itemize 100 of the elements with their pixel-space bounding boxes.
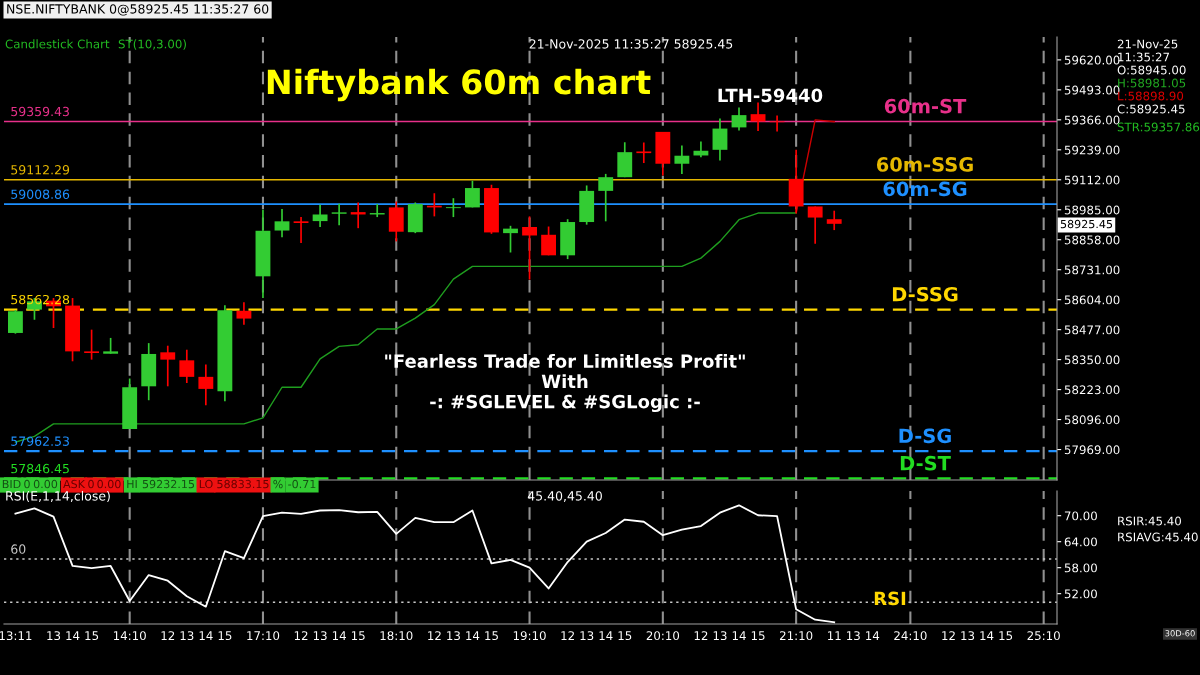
- y-tick-label: 64.00: [1064, 537, 1097, 547]
- x-tick-label: 14:10: [113, 631, 146, 641]
- text: Niftybank 60m chart: [267, 68, 651, 102]
- x-tick-label: 14: [599, 631, 613, 640]
- annotation: 57962.53: [11, 436, 69, 446]
- text: H:58981.05: [1118, 78, 1186, 88]
- annotation: -0.71: [288, 479, 316, 489]
- x-tick-label: 12: [694, 631, 708, 640]
- x-tick-label: 13: [847, 631, 860, 641]
- text: RSIAVG:45.40: [1118, 532, 1198, 542]
- y-tick-label: 58858.00: [1064, 235, 1120, 245]
- annotation: HI: [127, 479, 137, 489]
- annotation: ST(10,3.00): [118, 39, 186, 50]
- x-tick-label: 12: [161, 631, 175, 640]
- text: O:58945.00: [1117, 65, 1186, 75]
- annotation: 58562.28: [11, 294, 70, 305]
- x-tick-label: 13: [313, 631, 327, 641]
- x-tick-label: 13: [713, 631, 727, 641]
- x-tick-label: 15: [351, 631, 365, 641]
- x-tick-label: 21:10: [779, 631, 813, 641]
- annotation: 45.40,45.40: [527, 491, 602, 502]
- annotation: 21-Nov-2025 11:35:27 58925.45: [529, 39, 733, 49]
- annotation: 57846.45: [11, 463, 69, 474]
- annotation: ASK: [63, 479, 86, 489]
- text: NSE.NIFTYBANK 0@58925.45 11:35:27 60: [7, 4, 269, 16]
- ref-line-label: 60m-SSG: [876, 157, 973, 172]
- x-tick-label: 13: [580, 631, 594, 641]
- annotation: 58833.15: [217, 479, 269, 489]
- annotation: 59359.43: [11, 106, 69, 117]
- annotation: 0.00: [33, 479, 58, 489]
- x-tick-label: 14: [332, 631, 346, 640]
- x-tick-label: 13: [180, 631, 194, 641]
- y-tick-label: 70.00: [1064, 511, 1097, 521]
- x-tick-label: 13: [447, 631, 460, 641]
- y-tick-label: 58604.00: [1064, 295, 1120, 305]
- annotation: 0.00: [97, 479, 121, 489]
- annotation: 0: [24, 479, 30, 489]
- text: RSIR:45.40: [1118, 516, 1181, 526]
- x-tick-label: 13:11: [0, 631, 32, 641]
- x-tick-label: 17:10: [247, 631, 280, 641]
- annotation: LO: [199, 479, 213, 489]
- x-tick-label: 14: [466, 631, 480, 640]
- y-tick-label: 59493.00: [1064, 85, 1120, 95]
- x-tick-label: 18:10: [380, 631, 413, 641]
- x-tick-label: 15: [999, 631, 1013, 641]
- ref-line-label: 60m-ST: [884, 98, 967, 114]
- y-tick-label: 58731.00: [1064, 265, 1120, 275]
- y-tick-label: 58350.00: [1064, 355, 1120, 365]
- x-tick-label: 15: [85, 631, 99, 641]
- annotation: 59232.15: [142, 479, 195, 489]
- text: 30D-60: [1165, 630, 1195, 637]
- x-tick-label: 14: [980, 631, 994, 640]
- x-tick-label: 12: [294, 631, 308, 640]
- y-tick-label: 52.00: [1064, 589, 1097, 599]
- text: 58925.45: [1060, 219, 1113, 229]
- annotation: BID: [2, 479, 21, 489]
- y-tick-label: 58477.00: [1064, 325, 1120, 335]
- x-tick-label: 14: [732, 631, 746, 640]
- y-tick-label: 59620.00: [1064, 55, 1120, 65]
- x-tick-label: 12: [428, 631, 441, 640]
- x-tick-label: 15: [485, 631, 498, 641]
- annotation: RSI(E,1,14,close): [6, 490, 110, 503]
- annotation: 59008.86: [11, 189, 70, 199]
- x-tick-label: 20:10: [646, 631, 680, 641]
- y-tick-label: 58223.00: [1064, 385, 1120, 395]
- ref-line-label: D-ST: [900, 455, 951, 471]
- annotation: 60: [11, 544, 26, 554]
- annotation: RSI: [874, 591, 906, 606]
- ref-line-label: D-SG: [899, 428, 951, 444]
- y-tick-label: 59239.00: [1064, 145, 1120, 155]
- x-tick-label: 15: [218, 631, 232, 641]
- x-tick-label: 13: [47, 631, 61, 641]
- x-tick-label: 14: [66, 631, 80, 640]
- x-tick-label: 15: [751, 631, 765, 641]
- annotation: Candlestick Chart: [5, 39, 110, 49]
- annotation: 0: [88, 479, 94, 489]
- y-tick-label: 58096.00: [1064, 415, 1120, 425]
- x-tick-label: 13: [961, 631, 975, 641]
- annotation: %: [273, 479, 283, 489]
- x-tick-label: 24:10: [894, 631, 927, 641]
- x-tick-label: 12: [942, 631, 955, 640]
- x-tick-label: 15: [618, 631, 632, 641]
- y-tick-label: 58985.00: [1064, 205, 1120, 215]
- y-tick-label: 57969.00: [1064, 445, 1120, 455]
- text: 21-Nov-25: [1117, 39, 1178, 49]
- text: C:58925.45: [1117, 104, 1185, 114]
- x-tick-label: 25:10: [1027, 631, 1060, 641]
- annotation: "Fearless Trade for Limitless Profit" With -: #SGLEVEL & #SGLogic :-: [385, 353, 745, 413]
- ref-line-label: D-SSG: [892, 286, 958, 302]
- x-tick-label: 19:10: [513, 631, 546, 641]
- x-tick-label: 14: [866, 631, 880, 640]
- x-tick-label: 12: [561, 631, 574, 640]
- y-tick-label: 59112.00: [1064, 175, 1120, 185]
- annotation: 59112.29: [11, 165, 70, 175]
- y-tick-label: 58.00: [1064, 563, 1097, 573]
- x-tick-label: 14: [199, 631, 213, 640]
- ref-line-label: 60m-SG: [883, 181, 967, 197]
- x-tick-label: 11: [828, 631, 841, 640]
- text: L:58898.90: [1118, 91, 1184, 101]
- annotation: LTH-59440: [718, 88, 823, 103]
